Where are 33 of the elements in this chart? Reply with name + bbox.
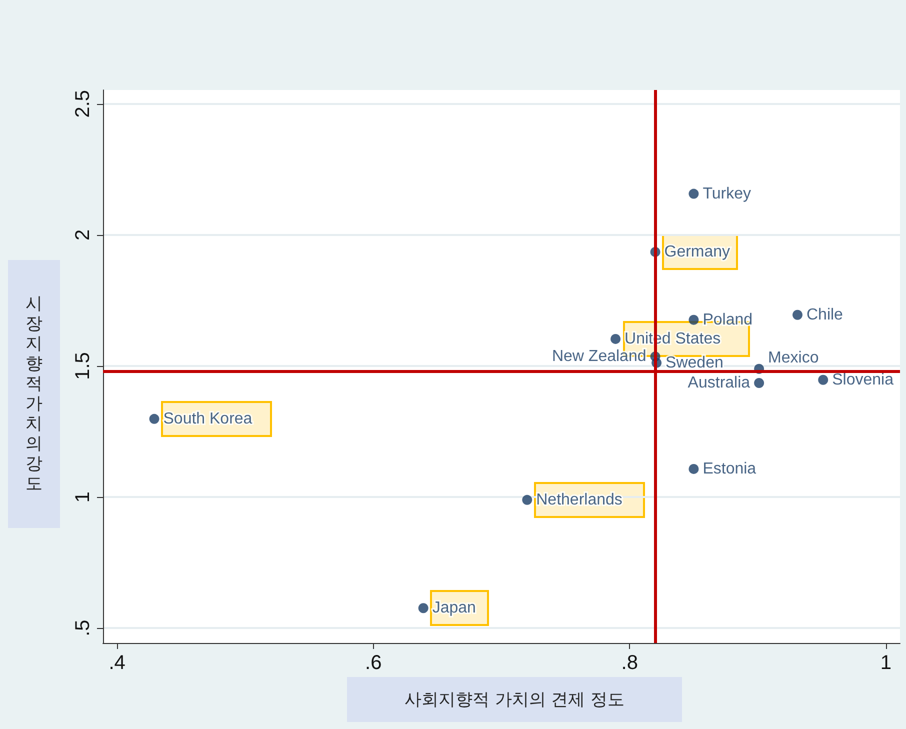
annotation: Turkey: [702, 185, 752, 202]
annotation: Netherlands: [536, 491, 622, 508]
annotation: Slovenia: [832, 371, 894, 388]
annotation: Mexico: [768, 349, 819, 366]
x-tick-label: 1: [880, 652, 892, 674]
annotation: Germany: [664, 243, 730, 260]
annotation: Sweden: [666, 354, 724, 372]
point: [418, 603, 428, 614]
x-tick-label: .6: [365, 652, 382, 674]
y-tick-label: 1: [72, 491, 94, 503]
x-tick-label: .8: [621, 652, 638, 674]
x-axis-title: 사회지향적 가치의 견제 정도: [347, 677, 682, 722]
point: [522, 494, 532, 505]
y-tick-label: .5: [72, 620, 94, 636]
point: [792, 310, 802, 320]
point: [818, 374, 828, 385]
y-tick-label: 2: [72, 229, 94, 240]
y-tick-label: 2.5: [72, 90, 94, 118]
x-tick-label: .4: [108, 652, 126, 674]
point: [688, 464, 699, 474]
annotation: Estonia: [702, 460, 756, 478]
annotation: South Korea: [163, 410, 252, 428]
y-tick-label: 1.5: [72, 352, 94, 380]
text: 시장지향적 가치의 강도: [26, 294, 42, 494]
point: [688, 188, 699, 199]
point: [688, 314, 699, 325]
point: [754, 378, 764, 388]
point: [149, 414, 160, 424]
point: [610, 334, 621, 344]
annotation: Japan: [432, 600, 476, 617]
annotation: Chile: [806, 306, 844, 324]
annotation: New Zealand: [552, 348, 646, 366]
annotation: Australia: [688, 374, 750, 392]
